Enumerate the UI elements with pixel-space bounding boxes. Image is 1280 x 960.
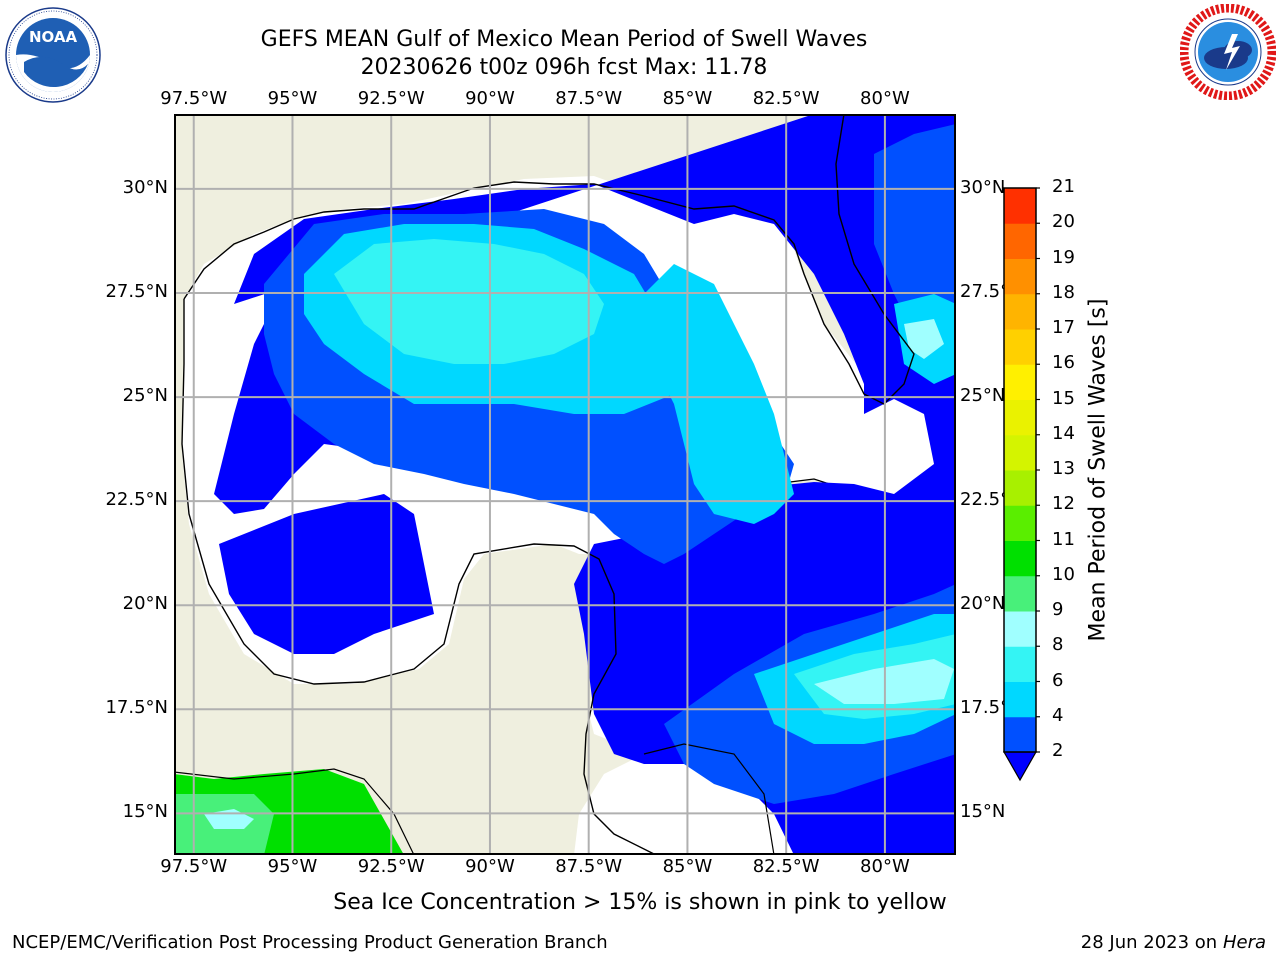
colorbar-under-arrow	[1002, 751, 1038, 782]
gulf-of-mexico-map	[174, 114, 956, 855]
colorbar-tick-label: 15	[1052, 387, 1075, 409]
colorbar-tick-label: 17	[1052, 317, 1075, 338]
noaa-logo-text: NOAA	[29, 28, 78, 46]
colorbar-tick-label: 16	[1052, 352, 1075, 374]
colorbar-tick-label: 2	[1052, 740, 1064, 761]
colorbar-tick-label: 11	[1052, 528, 1075, 550]
lon-label-bottom: 87.5°W	[555, 856, 623, 877]
colorbar-tick-label: 6	[1052, 669, 1064, 691]
lat-label-right: 20°N	[960, 593, 1006, 615]
colorbar-segment	[1004, 611, 1036, 647]
colorbar-segment	[1004, 293, 1036, 330]
colorbar	[1002, 187, 1040, 782]
lon-label-bottom: 95°W	[267, 856, 318, 877]
colorbar-segment	[1004, 258, 1036, 295]
colorbar-segment	[1004, 505, 1036, 541]
lon-label-top: 85°W	[662, 88, 713, 109]
lat-label-right: 17.5°	[960, 697, 1010, 719]
colorbar-tick-label: 13	[1052, 458, 1075, 479]
noaa-logo-icon: NOAA	[5, 7, 101, 103]
lon-label-top: 80°W	[860, 88, 910, 109]
lon-label-bottom: 85°W	[662, 856, 713, 877]
colorbar-tick-label: 9	[1052, 599, 1064, 620]
colorbar-segment	[1004, 329, 1036, 365]
colorbar-segment	[1004, 434, 1036, 471]
lat-label-left: 25°N	[122, 385, 168, 407]
sea-ice-note: Sea Ice Concentration > 15% is shown in …	[333, 890, 947, 915]
lon-label-bottom: 97.5°W	[160, 856, 228, 877]
lat-label-right: 15°N	[960, 801, 1006, 823]
nws-logo-icon	[1180, 4, 1276, 100]
footer-date: 28 Jun 2023 on Hera	[1081, 932, 1266, 953]
footer-host: Hera	[1222, 932, 1266, 953]
lon-label-bottom: 82.5°W	[752, 856, 820, 877]
lat-label-right: 30°N	[960, 176, 1006, 198]
lat-label-right: 22.5°	[960, 489, 1010, 511]
chart-subtitle: 20230626 t00z 096h fcst Max: 11.78	[360, 55, 768, 80]
colorbar-segment	[1004, 470, 1036, 506]
swell-pale-cyan-east	[904, 319, 944, 359]
lon-label-bottom: 80°W	[860, 856, 910, 877]
lat-label-right: 25°N	[960, 385, 1006, 407]
lon-label-top: 97.5°W	[160, 88, 228, 109]
lat-label-left: 30°N	[122, 176, 168, 198]
lat-label-left: 17.5°N	[105, 697, 168, 719]
footer-date-text: 28 Jun 2023 on	[1080, 932, 1218, 953]
footer-credit: NCEP/EMC/Verification Post Processing Pr…	[12, 932, 608, 953]
lat-label-left: 20°N	[122, 593, 168, 615]
coastline	[183, 115, 915, 405]
coastline-mexico	[181, 299, 655, 854]
colorbar-tick-label: 14	[1052, 422, 1075, 444]
lat-label-left: 15°N	[122, 801, 168, 823]
colorbar-tick-label: 19	[1052, 246, 1075, 268]
lon-label-top: 82.5°W	[752, 88, 820, 109]
lat-label-right: 27.5°	[960, 281, 1010, 302]
colorbar-segment	[1004, 364, 1036, 400]
lon-label-top: 92.5°W	[357, 88, 425, 109]
colorbar-segment	[1004, 575, 1036, 612]
swell-cyan-loop	[634, 264, 794, 524]
colorbar-tick-label: 10	[1052, 563, 1075, 585]
colorbar-segment	[1004, 716, 1036, 753]
colorbar-tick-label: 18	[1052, 281, 1075, 303]
lat-label-left: 27.5°N	[105, 281, 168, 302]
grid-lines	[175, 115, 955, 854]
colorbar-tick-label: 20	[1052, 211, 1075, 233]
colorbar-tick-label: 21	[1052, 176, 1075, 197]
colorbar-segment	[1004, 399, 1036, 436]
swell-dark-blue-sw	[219, 494, 434, 654]
colorbar-segment	[1004, 681, 1036, 718]
lon-label-bottom: 92.5°W	[357, 856, 425, 877]
lon-label-top: 90°W	[465, 88, 515, 109]
colorbar-tick-label: 8	[1052, 634, 1064, 656]
colorbar-segment	[1004, 223, 1036, 259]
colorbar-tick-label: 4	[1052, 704, 1064, 726]
swell-light-cyan	[334, 239, 604, 364]
colorbar-tick-label: 12	[1052, 493, 1075, 515]
lon-label-bottom: 90°W	[465, 856, 515, 877]
lon-label-top: 87.5°W	[555, 88, 623, 109]
colorbar-title: Mean Period of Swell Waves [s]	[1085, 298, 1111, 642]
colorbar-segment	[1004, 646, 1036, 682]
chart-title: GEFS MEAN Gulf of Mexico Mean Period of …	[260, 27, 868, 52]
colorbar-segment	[1004, 540, 1036, 577]
map-frame	[174, 114, 956, 855]
colorbar-segment	[1004, 188, 1036, 224]
lon-label-top: 95°W	[267, 88, 318, 109]
lat-label-left: 22.5°N	[105, 489, 168, 511]
